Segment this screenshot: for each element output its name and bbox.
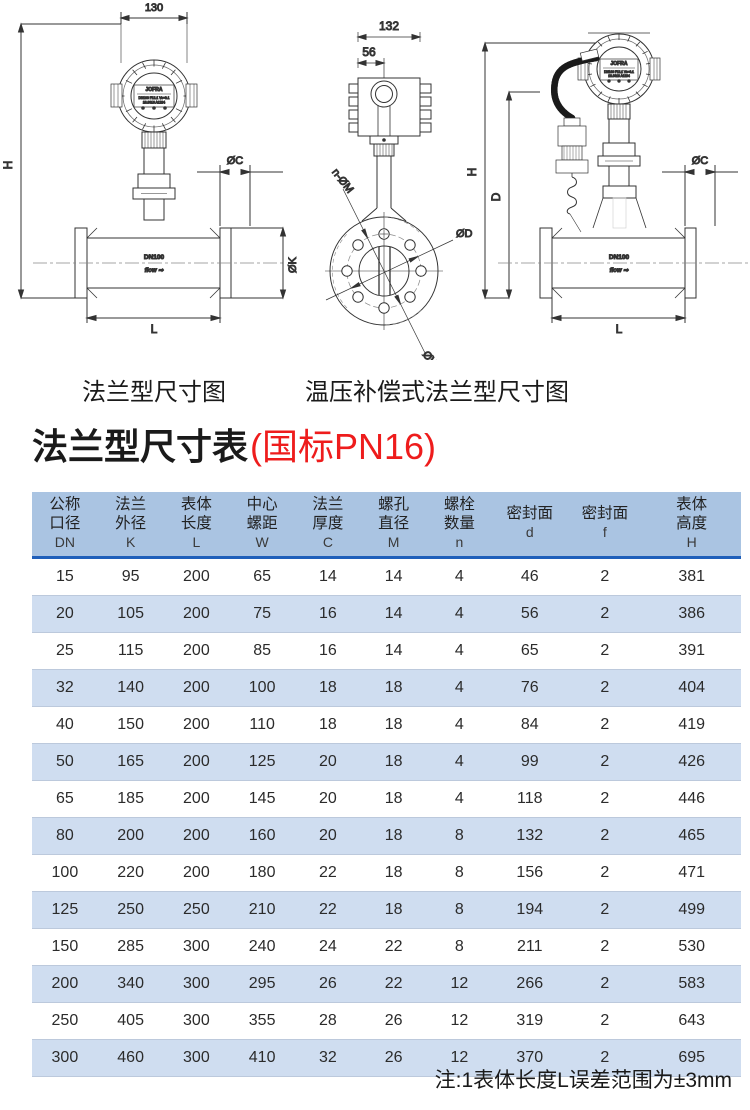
svg-text:ØC: ØC — [692, 155, 709, 167]
svg-text:ØW: ØW — [420, 349, 441, 360]
svg-text:L: L — [151, 322, 158, 336]
svg-text:H: H — [1, 161, 15, 170]
svg-text:flow ⇒: flow ⇒ — [145, 268, 165, 274]
svg-text:16.0016 A1234: 16.0016 A1234 — [608, 74, 630, 78]
svg-text:56: 56 — [362, 45, 376, 59]
svg-text:DN100 F12.1 Vs=0.1: DN100 F12.1 Vs=0.1 — [139, 96, 170, 100]
svg-text:ØC: ØC — [227, 155, 244, 167]
svg-text:flow ⇒: flow ⇒ — [610, 268, 630, 274]
svg-text:16.0016 A1234: 16.0016 A1234 — [143, 101, 165, 105]
svg-text:ØK: ØK — [287, 256, 299, 273]
svg-text:D: D — [489, 192, 503, 201]
svg-text:L: L — [616, 322, 623, 336]
svg-text:DN100: DN100 — [144, 254, 165, 261]
svg-text:DN100: DN100 — [609, 254, 630, 261]
svg-text:H: H — [465, 168, 479, 177]
svg-text:130: 130 — [145, 2, 163, 14]
svg-text:JOFRA: JOFRA — [611, 61, 628, 67]
svg-text:n-ØM: n-ØM — [329, 167, 355, 196]
svg-text:132: 132 — [379, 19, 399, 33]
svg-text:JOFRA: JOFRA — [146, 87, 163, 93]
svg-text:ØD: ØD — [456, 228, 473, 240]
